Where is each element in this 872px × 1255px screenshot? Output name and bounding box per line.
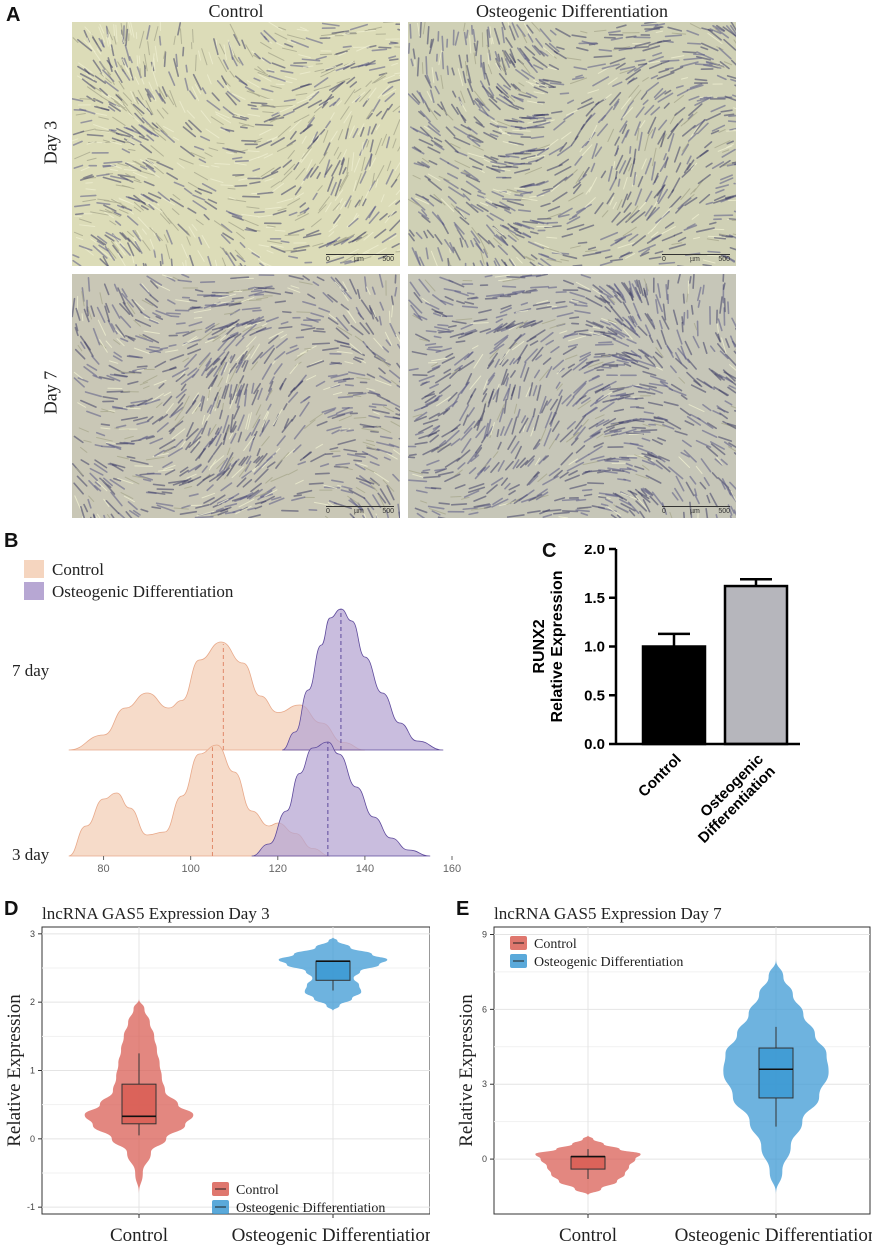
y-tick-label: 2.0	[584, 545, 605, 558]
box-osteogenic	[758, 1047, 794, 1099]
scalebar-value: 500	[718, 508, 730, 515]
scalebar-value: 500	[718, 256, 730, 263]
micrograph-control-day3	[72, 22, 400, 266]
legend-label: Osteogenic Differentiation	[534, 955, 683, 970]
ridge-row-label: 3 day	[12, 845, 50, 864]
box-control	[570, 1156, 606, 1170]
panel-letter-d: D	[4, 898, 19, 920]
y-tick-label: 0	[30, 1134, 35, 1144]
y-tick-label: 6	[482, 1004, 487, 1014]
chart-title: lncRNA GAS5 Expression Day 7	[494, 904, 722, 923]
cell-texture	[72, 274, 400, 518]
x-category-label: Control	[110, 1225, 168, 1246]
texture-background	[72, 274, 400, 518]
panel-letter-c: C	[542, 540, 557, 562]
x-category-label: Control	[559, 1225, 617, 1246]
y-axis-label-line: RUNX2	[531, 619, 548, 673]
col-label-osteogenic: Osteogenic Differentiation	[475, 1, 669, 21]
scalebar-value: 500	[382, 508, 394, 515]
micrograph-control-day7	[72, 274, 400, 518]
x-tick-label: 140	[356, 863, 374, 875]
row-label-day7: Day 7	[40, 370, 61, 415]
y-tick-label: 0	[482, 1154, 487, 1164]
cell-texture	[72, 22, 400, 266]
box-osteogenic	[315, 960, 351, 981]
scalebar-value: 500	[382, 256, 394, 263]
x-axis-label: ALP activity	[212, 877, 299, 880]
x-tick-label: 120	[269, 863, 287, 875]
col-label-control: Control	[208, 1, 264, 21]
bar-osteogenic	[723, 584, 789, 746]
y-tick-label: -1	[27, 1202, 35, 1212]
cell-strokes	[408, 274, 736, 518]
legend-swatch-control	[24, 560, 44, 578]
micrograph-osteo-day7	[408, 274, 736, 518]
cell-texture	[408, 274, 736, 518]
scalebar-unit: µm	[690, 508, 700, 515]
scalebar-unit: µm	[354, 508, 364, 515]
scalebar-unit: µm	[354, 256, 364, 263]
scalebar-zero: 0	[662, 256, 666, 263]
panel-letter-e: E	[456, 898, 470, 920]
y-axis-label: Relative Expression	[4, 994, 25, 1147]
row-label-day3: Day 3	[40, 120, 61, 165]
x-category-label: OsteogenicDifferentiation	[683, 751, 779, 847]
scalebar-zero: 0	[326, 256, 330, 263]
scalebar-unit: µm	[690, 256, 700, 263]
box-control	[121, 1083, 157, 1125]
x-category-label: Control	[635, 751, 685, 801]
legend-label: Control	[236, 1183, 279, 1198]
micrograph-osteo-day3	[408, 22, 736, 266]
density-ridge-osteogenic	[282, 608, 444, 751]
x-tick-label: 80	[97, 863, 109, 875]
cell-strokes	[408, 22, 736, 266]
scalebar: 0 µm 500	[662, 506, 730, 515]
scalebar-zero: 0	[662, 508, 666, 515]
y-tick-label: 0.5	[584, 687, 605, 704]
legend-swatch-osteogenic	[24, 582, 44, 600]
legend-label: Osteogenic Differentiation	[52, 582, 234, 601]
y-tick-label: 1.5	[584, 590, 605, 607]
cell-strokes	[72, 22, 400, 266]
bar-chart-runx2: 0.0 0.5 1.0 1.5 2.0 RUNX2Relative Expression C…	[531, 545, 800, 847]
x-category-label-line: Control	[635, 751, 685, 801]
x-tick-label: 100	[181, 863, 199, 875]
legend-label: Control	[52, 560, 104, 579]
x-category-label: Osteogenic Differentiation	[232, 1225, 430, 1246]
y-tick-label: 1	[30, 1066, 35, 1076]
violin-chart-day3: lncRNA GAS5 Expression Day 3 -1 0 1 2 3 Contro…	[4, 904, 430, 1246]
ridgeline-chart-alp: 7 day 3 day 80 100 120 140 160 ALP activity Con…	[12, 560, 461, 880]
violin-chart-day7: lncRNA GAS5 Expression Day 7 0 3 6 9 Control O…	[456, 904, 872, 1246]
scalebar: 0 µm 500	[662, 254, 730, 263]
y-tick-label: 1.0	[584, 639, 605, 656]
x-category-label: Osteogenic Differentiation	[675, 1225, 872, 1246]
y-tick-label: 9	[482, 929, 487, 939]
y-tick-label: 2	[30, 997, 35, 1007]
y-axis-label-line: Relative Expression	[549, 570, 566, 722]
cell-strokes	[72, 274, 400, 518]
y-tick-label: 3	[482, 1079, 487, 1089]
legend-label: Control	[534, 937, 577, 952]
scalebar: 0 µm 500	[326, 506, 394, 515]
y-tick-label: 0.0	[584, 736, 605, 753]
panel-letter-a: A	[6, 4, 21, 26]
y-tick-label: 3	[30, 929, 35, 939]
ridge-row-label: 7 day	[12, 661, 50, 680]
density-ridge-osteogenic	[251, 741, 431, 857]
scalebar: 0 µm 500	[326, 254, 394, 263]
cell-texture	[408, 22, 736, 266]
y-axis-label: Relative Expression	[456, 994, 477, 1147]
bar-control	[641, 645, 707, 746]
panel-letter-b: B	[4, 530, 19, 552]
x-tick-label: 160	[443, 863, 461, 875]
y-axis-label: RUNX2Relative Expression	[531, 570, 566, 722]
legend-label: Osteogenic Differentiation	[236, 1201, 385, 1216]
chart-title: lncRNA GAS5 Expression Day 3	[42, 904, 270, 923]
scalebar-zero: 0	[326, 508, 330, 515]
